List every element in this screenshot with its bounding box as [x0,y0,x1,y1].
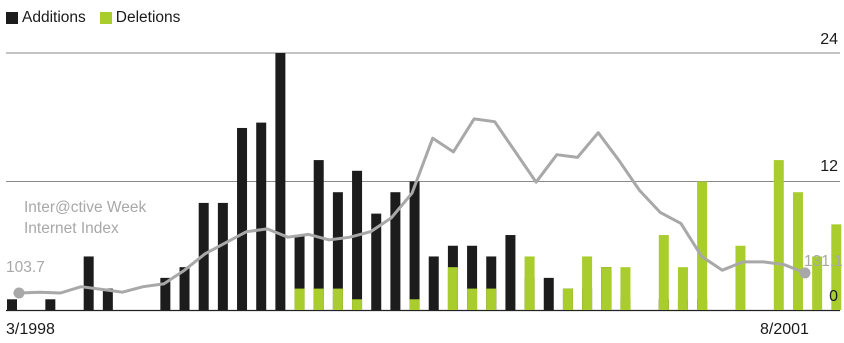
bar-additions-0 [7,299,17,310]
bar-additions-24 [467,245,478,310]
bar-deletions-40 [773,160,784,310]
bar-additions-22 [428,256,439,310]
bar-deletions-21 [409,299,420,310]
bar-additions-17 [332,192,343,310]
bar-deletions-29 [562,288,573,310]
index-start-marker [13,287,25,299]
legend-label-additions: Additions [22,9,86,26]
bar-deletions-38 [735,245,746,310]
bar-additions-21 [409,181,420,310]
index-line [13,117,811,299]
bar-deletions-32 [620,267,631,310]
bar-deletions-34 [658,235,669,310]
bar-deletions-16 [313,288,324,310]
bar-deletions-24 [467,288,478,310]
bar-additions-5 [102,288,113,310]
bar-additions-15 [294,235,305,310]
legend-label-deletions: Deletions [115,9,181,26]
bar-deletions-18 [352,299,363,310]
bar-deletions-27 [524,256,535,310]
legend-item-additions: Additions [6,9,86,27]
index-label-line1: Inter@ctive Week [24,199,147,216]
legend: Additions Deletions [6,9,194,27]
bar-deletions-43 [831,224,842,310]
bar-deletions-42 [812,256,823,310]
x-end-label: 8/2001 [760,321,809,338]
y-tick-24: 24 [820,31,838,48]
bar-additions-18 [352,170,363,310]
bar-additions-11 [217,202,228,310]
bar-additions-25 [486,256,497,310]
bar-deletions-30 [582,256,593,310]
bar-additions-9 [179,267,190,310]
bar-deletions-31 [601,267,612,310]
x-start-label: 3/1998 [6,321,55,338]
legend-swatch-additions [6,12,18,24]
bar-deletions-41 [792,192,803,310]
bar-additions-12 [237,127,248,310]
bar-additions-14 [275,53,286,310]
bar-additions-2 [45,299,56,310]
bar-additions-26 [505,235,516,310]
bar-additions-20 [390,192,401,310]
legend-item-deletions: Deletions [99,9,181,27]
index-start-value: 103.7 [6,259,45,276]
bar-deletions-35 [677,267,688,310]
legend-swatch-deletions [99,12,112,24]
index-annotation: Inter@ctive Week Internet Index [24,197,146,239]
bar-additions-16 [313,160,324,310]
bar-deletions-17 [332,288,343,310]
index-end-value: 131.1 [804,253,843,270]
bar-additions-8 [160,277,171,310]
y-tick-12: 12 [820,158,838,175]
bar-deletions-15 [294,288,305,310]
gridlines [6,52,840,312]
bar-additions-13 [256,122,267,311]
y-tick-0: 0 [829,288,838,305]
bar-additions-4 [83,256,94,310]
index-label-line2: Internet Index [24,220,119,237]
index-end-marker [799,267,811,279]
index-line-path [17,117,807,295]
bar-deletions-36 [697,181,708,310]
bar-additions-19 [371,213,382,310]
bar-deletions-25 [486,288,497,310]
bar-deletions-23 [447,267,458,310]
bar-additions-28 [543,277,554,310]
